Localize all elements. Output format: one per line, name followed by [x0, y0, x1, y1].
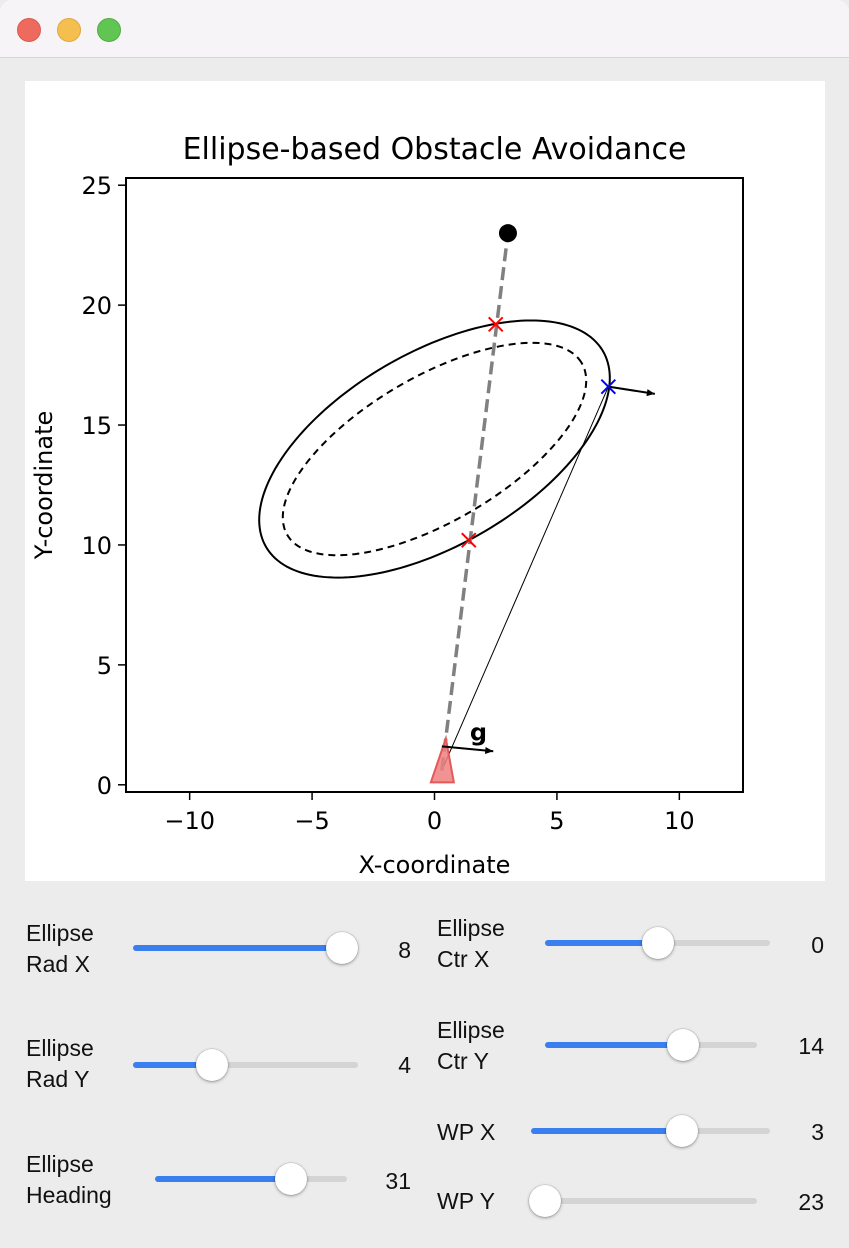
slider-knob[interactable]: [529, 1185, 561, 1217]
slider-fill: [133, 945, 343, 951]
arrow-head: [484, 746, 494, 754]
slider-track: [545, 1198, 757, 1204]
slider-fill: [545, 1042, 683, 1048]
ellipse-rad-y-label: Ellipse Rad Y: [26, 1035, 94, 1092]
x-tick-label: −5: [294, 807, 329, 835]
direction-arrow: [441, 745, 494, 753]
y-tick-label: 0: [97, 772, 112, 800]
ellipse-ctr-x-value: 0: [811, 932, 824, 958]
ellipse-heading-slider[interactable]: [155, 1159, 347, 1199]
wp-y-label: WP Y: [437, 1188, 495, 1214]
plot-canvas: Ellipse-based Obstacle Avoidance X-coordi…: [25, 81, 825, 881]
wp-y-slider[interactable]: [529, 1181, 757, 1221]
y-tick-label: 5: [97, 652, 112, 680]
x-tick-label: −10: [164, 807, 215, 835]
ellipse-heading-value: 31: [385, 1168, 411, 1194]
ellipse-avoidance-plot: Ellipse-based Obstacle Avoidance X-coordi…: [30, 132, 744, 879]
tangent-line: [441, 386, 609, 771]
waypoint-marker: [498, 224, 517, 243]
ellipse-rad-y-value: 4: [398, 1052, 411, 1078]
x-tick-label: 10: [664, 807, 695, 835]
wp-x-slider[interactable]: [531, 1111, 770, 1151]
slider-knob[interactable]: [326, 932, 359, 964]
intersection-marker: [461, 532, 477, 548]
slider-knob[interactable]: [665, 1115, 698, 1147]
y-tick-label: 25: [81, 172, 112, 200]
slider-fill: [155, 1176, 292, 1182]
y-axis-label: Y-coordinate: [30, 411, 58, 560]
path-line: [440, 232, 510, 771]
x-tick-label: 5: [549, 807, 564, 835]
ellipse-rad-x-slider[interactable]: [133, 928, 359, 968]
slider-knob[interactable]: [195, 1049, 228, 1081]
ellipse-ctr-x-label: Ellipse Ctr X: [437, 915, 505, 972]
minimize-button[interactable]: [57, 18, 81, 42]
ellipse-rad-x-label: Ellipse Rad X: [26, 920, 94, 977]
ellipse-rad-x-value: 8: [398, 937, 411, 963]
title-bar: [0, 0, 849, 58]
tangent-point-marker: [600, 378, 617, 395]
chart-title: Ellipse-based Obstacle Avoidance: [183, 132, 687, 167]
ellipse-ctr-y-slider[interactable]: [545, 1025, 757, 1065]
slider-knob[interactable]: [641, 927, 674, 959]
slider-track: [133, 1062, 358, 1068]
arrow-label: g: [470, 718, 487, 746]
inner-ellipse: [281, 341, 588, 557]
ellipse-ctr-x-slider[interactable]: [545, 923, 770, 963]
ellipse-rad-y-slider[interactable]: [133, 1045, 358, 1085]
ellipse-ctr-y-label: Ellipse Ctr Y: [437, 1017, 505, 1074]
slider-fill: [133, 1062, 212, 1068]
y-tick-label: 15: [81, 412, 112, 440]
y-tick-label: 10: [81, 532, 112, 560]
arrow-head: [646, 389, 655, 397]
x-tick-label: 0: [427, 807, 442, 835]
wp-x-value: 3: [811, 1119, 824, 1145]
axes-frame: [125, 177, 744, 793]
slider-fill: [545, 940, 658, 946]
wp-y-value: 23: [798, 1189, 824, 1215]
ellipse-ctr-y-value: 14: [798, 1033, 824, 1059]
slider-fill: [531, 1128, 682, 1134]
y-tick-label: 20: [81, 292, 112, 320]
x-axis-label: X-coordinate: [359, 851, 511, 879]
outer-ellipse: [258, 319, 611, 579]
slider-knob[interactable]: [275, 1163, 308, 1195]
vehicle-marker: [429, 734, 456, 784]
close-button[interactable]: [17, 18, 41, 42]
slider-knob[interactable]: [666, 1029, 699, 1061]
zoom-button[interactable]: [97, 18, 121, 42]
ellipse-heading-label: Ellipse Heading: [26, 1151, 112, 1208]
wp-x-label: WP X: [437, 1119, 496, 1145]
intersection-marker: [488, 316, 504, 333]
